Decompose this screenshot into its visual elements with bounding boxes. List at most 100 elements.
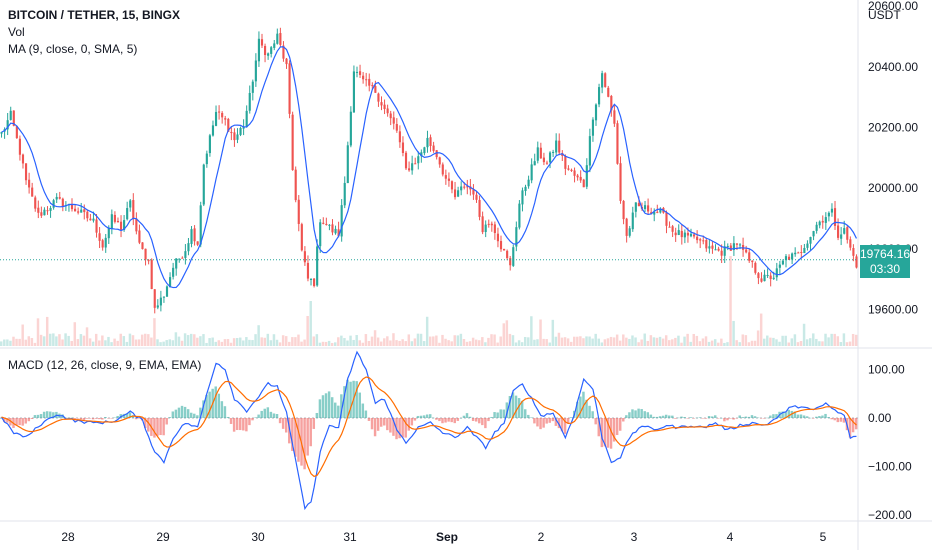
macd-histogram-bar bbox=[493, 412, 496, 418]
volume-bar bbox=[346, 340, 349, 346]
price-tick-label: 20600.00 bbox=[868, 0, 918, 13]
macd-histogram-bar bbox=[585, 399, 588, 418]
macd-histogram-bar bbox=[812, 418, 815, 419]
volume-bar bbox=[554, 336, 558, 346]
volume-bar bbox=[309, 301, 312, 346]
volume-bar bbox=[288, 341, 291, 346]
time-tick-label: 5 bbox=[820, 530, 827, 544]
candle-body bbox=[337, 229, 340, 237]
macd-histogram-bar bbox=[490, 416, 493, 418]
volume-bar bbox=[735, 340, 738, 346]
candle-body bbox=[493, 224, 496, 234]
macd-histogram-bar bbox=[805, 416, 809, 418]
candle-body bbox=[558, 140, 561, 153]
candle-body bbox=[107, 227, 110, 239]
volume-bar bbox=[854, 334, 858, 346]
macd-histogram-bar bbox=[189, 412, 193, 418]
candle-body bbox=[417, 156, 420, 164]
macd-histogram-bar bbox=[349, 381, 352, 418]
volume-bar bbox=[235, 337, 239, 346]
candle-body bbox=[818, 221, 821, 226]
volume-bar bbox=[707, 341, 711, 346]
macd-histogram-bar bbox=[27, 418, 31, 422]
candle-body bbox=[579, 176, 582, 181]
macd-histogram-bar bbox=[533, 418, 536, 424]
candle-body bbox=[475, 194, 478, 200]
macd-tick-label: 100.00 bbox=[868, 362, 905, 376]
bar-countdown: 03:30 bbox=[869, 262, 901, 276]
volume-bar bbox=[395, 340, 398, 346]
volume-bar bbox=[413, 338, 417, 346]
candle-body bbox=[196, 241, 199, 245]
candle-body bbox=[787, 256, 791, 260]
macd-histogram-bar bbox=[707, 416, 711, 418]
macd-histogram-bar bbox=[432, 417, 435, 419]
candle-body bbox=[80, 209, 83, 213]
macd-histogram-bar bbox=[750, 415, 754, 418]
candle-body bbox=[147, 260, 150, 262]
volume-bar bbox=[551, 319, 555, 346]
macd-histogram-bar bbox=[98, 418, 101, 420]
candle-body bbox=[40, 212, 43, 216]
macd-histogram-bar bbox=[324, 393, 328, 418]
volume-bar bbox=[496, 342, 499, 346]
macd-line bbox=[1, 350, 857, 511]
volume-bar bbox=[569, 341, 573, 346]
macd-histogram-bar bbox=[717, 418, 720, 419]
macd-histogram-bar bbox=[732, 418, 735, 420]
volume-bar bbox=[186, 335, 190, 346]
candle-body bbox=[368, 78, 371, 86]
volume-bar bbox=[560, 337, 564, 346]
candle-body bbox=[77, 211, 80, 213]
macd-histogram-bar bbox=[373, 418, 377, 437]
macd-histogram-bar bbox=[284, 418, 288, 433]
macd-histogram-bar bbox=[744, 416, 748, 418]
macd-histogram-bar bbox=[257, 414, 260, 418]
candle-body bbox=[374, 86, 377, 93]
macd-histogram-bar bbox=[756, 417, 760, 419]
volume-bar bbox=[609, 336, 613, 346]
macd-histogram-bar bbox=[263, 408, 266, 418]
candle-body bbox=[466, 186, 469, 188]
macd-histogram-bar bbox=[735, 418, 738, 419]
volume-bar bbox=[254, 334, 257, 346]
macd-histogram-bar bbox=[471, 418, 475, 421]
volume-bar bbox=[664, 335, 668, 346]
candle-body bbox=[720, 250, 723, 256]
volume-bar bbox=[94, 333, 98, 346]
volume-bar bbox=[291, 337, 294, 346]
volume-bar bbox=[588, 336, 591, 346]
macd-histogram-bar bbox=[766, 417, 769, 419]
volume-bar bbox=[260, 337, 263, 346]
candle-body bbox=[328, 224, 331, 226]
candle-body bbox=[168, 277, 172, 288]
candle-body bbox=[450, 181, 454, 190]
candle-body bbox=[162, 296, 166, 298]
candle-body bbox=[218, 111, 221, 113]
volume-bar bbox=[720, 338, 723, 346]
macd-histogram-bar bbox=[389, 418, 392, 433]
candle-body bbox=[457, 190, 460, 197]
macd-histogram-bar bbox=[468, 416, 472, 418]
volume-bar bbox=[462, 339, 466, 346]
volume-bar bbox=[744, 335, 748, 346]
volume-bar bbox=[680, 342, 683, 346]
candle-body bbox=[754, 262, 757, 273]
candle-body bbox=[239, 128, 242, 135]
volume-bar bbox=[456, 335, 460, 346]
volume-bar bbox=[704, 336, 708, 346]
macd-histogram-bar bbox=[113, 417, 116, 419]
volume-bar bbox=[474, 339, 478, 346]
volume-bar bbox=[845, 342, 849, 346]
candle-body bbox=[86, 211, 89, 219]
macd-histogram-bar bbox=[153, 418, 156, 438]
volume-bar bbox=[297, 334, 300, 346]
candle-body bbox=[692, 234, 696, 237]
volume-bar bbox=[444, 338, 447, 346]
macd-histogram-bar bbox=[542, 418, 545, 428]
macd-histogram-bar bbox=[42, 411, 46, 418]
macd-histogram-bar bbox=[248, 418, 251, 426]
macd-histogram-bar bbox=[517, 398, 521, 418]
macd-histogram-bar bbox=[401, 418, 404, 438]
